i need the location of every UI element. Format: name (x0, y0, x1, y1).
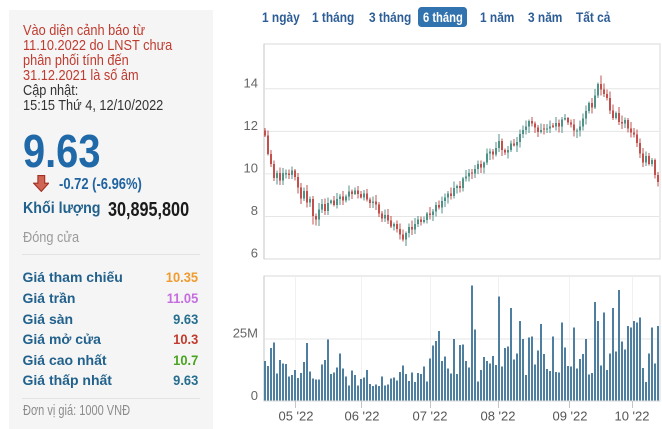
svg-text:0: 0 (251, 388, 258, 403)
svg-text:05 '22: 05 '22 (278, 409, 313, 424)
svg-text:09 '22: 09 '22 (552, 409, 587, 424)
svg-text:6: 6 (251, 246, 258, 261)
svg-text:12: 12 (244, 118, 258, 133)
svg-text:06 '22: 06 '22 (344, 409, 379, 424)
svg-text:10: 10 (244, 160, 258, 175)
svg-text:10 '22: 10 '22 (614, 409, 649, 424)
svg-text:07 '22: 07 '22 (412, 409, 447, 424)
svg-text:08 '22: 08 '22 (480, 409, 515, 424)
svg-text:25M: 25M (233, 326, 258, 341)
svg-text:8: 8 (251, 203, 258, 218)
svg-text:14: 14 (244, 75, 258, 90)
